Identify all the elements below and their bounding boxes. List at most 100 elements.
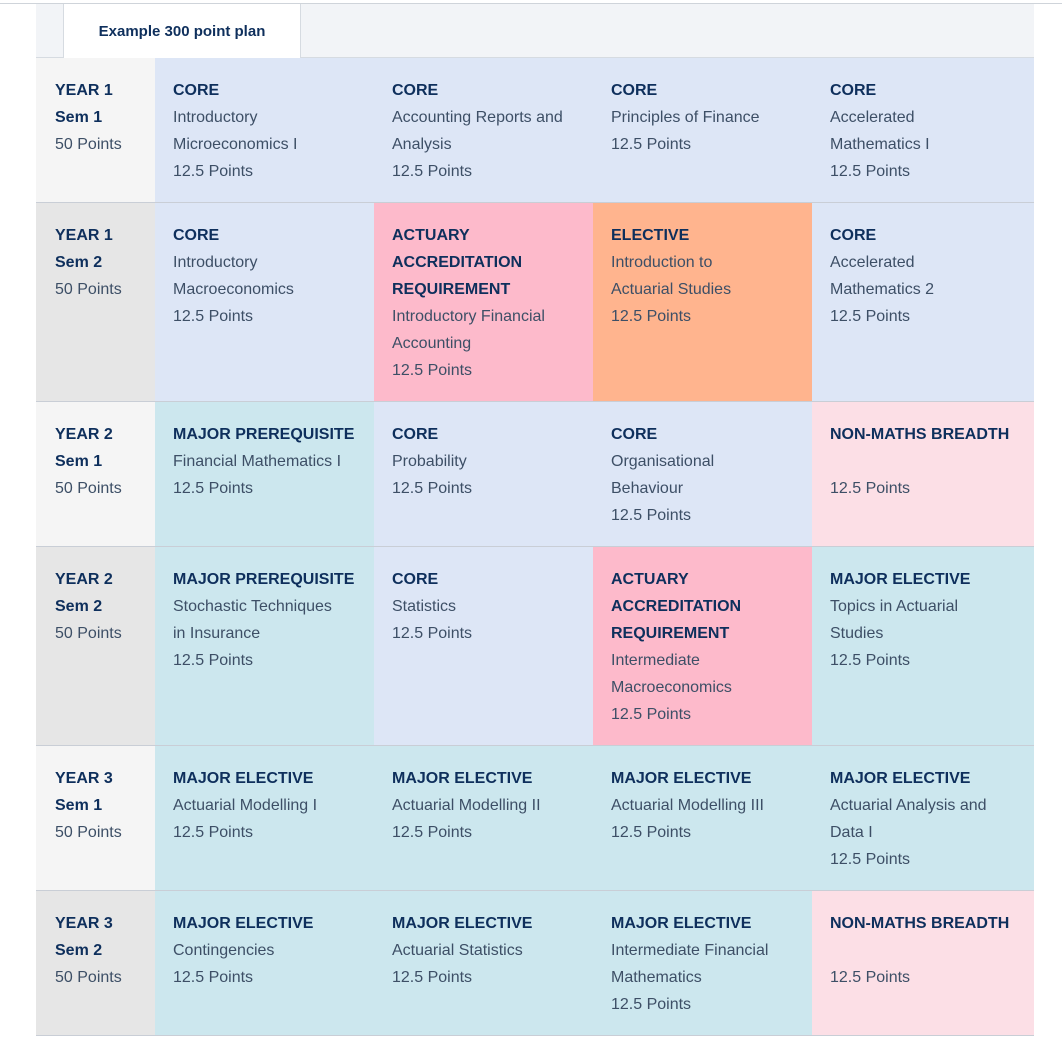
year-label: YEAR 1 xyxy=(55,227,113,244)
subject-name: Actuarial Modelling I xyxy=(173,797,318,814)
subject-cell-elective: ELECTIVE Introduction to Actuarial Studie… xyxy=(593,203,812,401)
subject-cell-core: CORE Statistics 12.5 Points xyxy=(374,547,593,745)
semester-header: YEAR 3 Sem 1 50 Points xyxy=(36,746,155,890)
subject-category: CORE xyxy=(392,571,439,588)
subject-name: Contingencies xyxy=(173,942,275,959)
subject-cell-major: MAJOR ELECTIVE Actuarial Analysis and Dat… xyxy=(812,746,1034,890)
subject-cell-core: CORE Principles of Finance 12.5 Points xyxy=(593,58,812,202)
subject-cell-core: CORE Accelerated Mathematics I 12.5 Points xyxy=(812,58,1034,202)
subject-name: Stochastic Techniques in Insurance xyxy=(173,598,332,642)
subject-cell-major: MAJOR ELECTIVE Intermediate Financial Mat… xyxy=(593,891,812,1035)
semester-label: Sem 1 xyxy=(55,453,103,470)
subject-points: 12.5 Points xyxy=(392,480,473,497)
subject-category: MAJOR ELECTIVE xyxy=(611,915,752,932)
subject-name: Actuarial Modelling II xyxy=(392,797,541,814)
semester-label: Sem 2 xyxy=(55,254,103,271)
subject-name: Financial Mathematics I xyxy=(173,453,342,470)
subject-points: 12.5 Points xyxy=(611,136,692,153)
semester-points: 50 Points xyxy=(55,824,122,841)
semester-header: YEAR 2 Sem 1 50 Points xyxy=(36,402,155,546)
semester-points: 50 Points xyxy=(55,969,122,986)
year-label: YEAR 2 xyxy=(55,571,113,588)
subject-name: Actuarial Statistics xyxy=(392,942,523,959)
subject-cell-accreditation: ACTUARY ACCREDITATION REQUIREMENT Interme… xyxy=(593,547,812,745)
year-label: YEAR 3 xyxy=(55,770,113,787)
subject-points: 12.5 Points xyxy=(830,851,911,868)
subject-name: Statistics xyxy=(392,598,457,615)
subject-points: 12.5 Points xyxy=(611,824,692,841)
subject-category: MAJOR ELECTIVE xyxy=(173,770,314,787)
subject-category: NON-MATHS BREADTH xyxy=(830,426,1010,443)
subject-category: CORE xyxy=(392,82,439,99)
subject-name: Actuarial Modelling III xyxy=(611,797,764,814)
subject-category: ACTUARY ACCREDITATION REQUIREMENT xyxy=(611,571,742,642)
subject-points: 12.5 Points xyxy=(611,706,692,723)
subject-points: 12.5 Points xyxy=(611,507,692,524)
tab-example-300-point-plan[interactable]: Example 300 point plan xyxy=(63,4,301,58)
subject-cell-major: MAJOR ELECTIVE Actuarial Modelling II 12.5… xyxy=(374,746,593,890)
subject-points: 12.5 Points xyxy=(830,308,911,325)
subject-cell-major: MAJOR ELECTIVE Actuarial Modelling III 12.… xyxy=(593,746,812,890)
plan-row: YEAR 2 Sem 1 50 Points MAJOR PREREQUISITE Fi… xyxy=(36,402,1034,547)
subject-category: CORE xyxy=(392,426,439,443)
subject-cell-non-maths-breadth: NON-MATHS BREADTH 12.5 Points xyxy=(812,402,1034,546)
subject-points: 12.5 Points xyxy=(392,969,473,986)
subject-name: Organisational Behaviour xyxy=(611,453,715,497)
semester-header: YEAR 3 Sem 2 50 Points xyxy=(36,891,155,1035)
subject-cell-major: MAJOR ELECTIVE Actuarial Statistics 12.5 P… xyxy=(374,891,593,1035)
plan-row: YEAR 3 Sem 2 50 Points MAJOR ELECTIVE Contin… xyxy=(36,891,1034,1036)
subject-points: 12.5 Points xyxy=(392,163,473,180)
subject-cell-major: MAJOR ELECTIVE Contingencies 12.5 Points xyxy=(155,891,374,1035)
tab-bar: Example 300 point plan xyxy=(36,4,1034,58)
subject-points: 12.5 Points xyxy=(611,996,692,1013)
subject-category: MAJOR ELECTIVE xyxy=(830,571,971,588)
subject-name xyxy=(830,937,1026,964)
subject-cell-core: CORE Probability 12.5 Points xyxy=(374,402,593,546)
subject-points: 12.5 Points xyxy=(830,969,911,986)
subject-cell-non-maths-breadth: NON-MATHS BREADTH 12.5 Points xyxy=(812,891,1034,1035)
semester-label: Sem 1 xyxy=(55,797,103,814)
plan-row: YEAR 1 Sem 1 50 Points CORE Introductory Mic… xyxy=(36,58,1034,203)
subject-name: Accelerated Mathematics I xyxy=(830,109,930,153)
subject-name: Principles of Finance xyxy=(611,109,760,126)
subject-cell-major: MAJOR ELECTIVE Actuarial Modelling I 12.5 … xyxy=(155,746,374,890)
subject-name: Accounting Reports and Analysis xyxy=(392,109,563,153)
semester-points: 50 Points xyxy=(55,480,122,497)
subject-points: 12.5 Points xyxy=(392,362,473,379)
subject-cell-core: CORE Introductory Microeconomics I 12.5 Po… xyxy=(155,58,374,202)
semester-label: Sem 2 xyxy=(55,942,103,959)
subject-category: MAJOR ELECTIVE xyxy=(611,770,752,787)
semester-header: YEAR 2 Sem 2 50 Points xyxy=(36,547,155,745)
course-plan-table: YEAR 1 Sem 1 50 Points CORE Introductory Mic… xyxy=(36,58,1034,1036)
subject-points: 12.5 Points xyxy=(173,163,254,180)
semester-points: 50 Points xyxy=(55,136,122,153)
plan-row: YEAR 3 Sem 1 50 Points MAJOR ELECTIVE Actuar… xyxy=(36,746,1034,891)
subject-points: 12.5 Points xyxy=(830,480,911,497)
subject-category: MAJOR ELECTIVE xyxy=(392,770,533,787)
subject-category: MAJOR ELECTIVE xyxy=(830,770,971,787)
semester-header: YEAR 1 Sem 2 50 Points xyxy=(36,203,155,401)
subject-name: Introduction to Actuarial Studies xyxy=(611,254,732,298)
subject-name: Introductory Macroeconomics xyxy=(173,254,294,298)
semester-header: YEAR 1 Sem 1 50 Points xyxy=(36,58,155,202)
subject-category: CORE xyxy=(611,82,658,99)
semester-label: Sem 2 xyxy=(55,598,103,615)
subject-points: 12.5 Points xyxy=(830,652,911,669)
subject-name: Actuarial Analysis and Data I xyxy=(830,797,987,841)
plan-row: YEAR 1 Sem 2 50 Points CORE Introductory Mac… xyxy=(36,203,1034,402)
subject-cell-major: MAJOR ELECTIVE Topics in Actuarial Studie… xyxy=(812,547,1034,745)
subject-cell-accreditation: ACTUARY ACCREDITATION REQUIREMENT Introdu… xyxy=(374,203,593,401)
subject-name xyxy=(830,448,1026,475)
subject-name: Topics in Actuarial Studies xyxy=(830,598,959,642)
top-divider xyxy=(0,3,1062,4)
subject-category: CORE xyxy=(611,426,658,443)
subject-cell-core: CORE Accounting Reports and Analysis 12.5 … xyxy=(374,58,593,202)
subject-name: Intermediate Financial Mathematics xyxy=(611,942,769,986)
subject-name: Introductory Financial Accounting xyxy=(392,308,545,352)
subject-name: Intermediate Macroeconomics xyxy=(611,652,732,696)
subject-category: MAJOR ELECTIVE xyxy=(392,915,533,932)
year-label: YEAR 3 xyxy=(55,915,113,932)
year-label: YEAR 1 xyxy=(55,82,113,99)
subject-cell-core: CORE Accelerated Mathematics 2 12.5 Points xyxy=(812,203,1034,401)
subject-points: 12.5 Points xyxy=(173,969,254,986)
